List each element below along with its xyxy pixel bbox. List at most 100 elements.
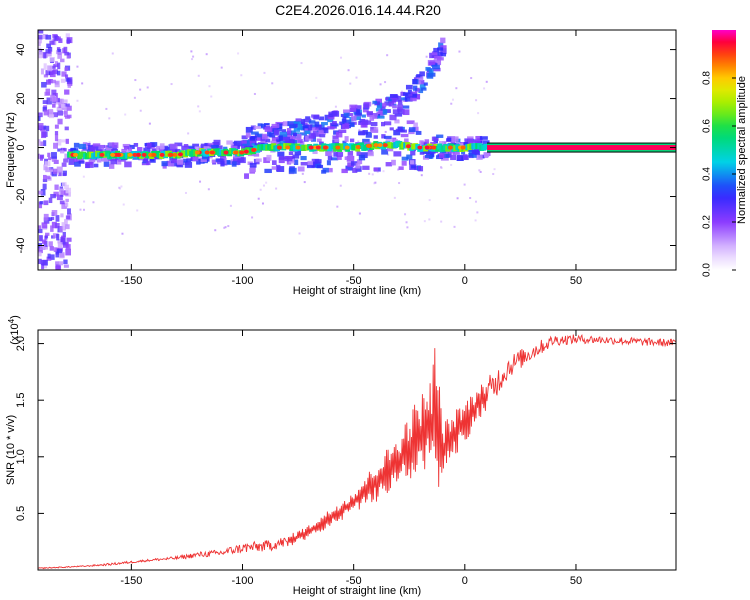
halo-cell xyxy=(78,143,86,150)
branch-cell xyxy=(379,102,387,108)
branch-cell xyxy=(431,51,438,56)
branch-cell xyxy=(269,132,276,138)
halo-cell xyxy=(183,144,189,148)
branch-cell xyxy=(303,118,312,123)
noise-cell xyxy=(43,52,47,59)
ridge-peak xyxy=(141,152,147,157)
speckle-cell xyxy=(474,219,477,222)
halo-cell xyxy=(421,142,427,148)
branch-cell xyxy=(249,136,256,141)
noise-cell xyxy=(39,155,44,161)
halo-cell xyxy=(300,161,308,166)
halo-cell xyxy=(436,134,444,138)
branch-cell xyxy=(426,72,434,79)
halo-cell xyxy=(220,155,227,160)
branch-cell xyxy=(400,91,406,96)
speckle-cell xyxy=(265,181,268,184)
noise-cell xyxy=(38,139,41,143)
spectrogram-frame xyxy=(37,29,677,271)
branch-cell xyxy=(384,101,392,106)
noise-cell xyxy=(52,103,56,108)
branch-cell xyxy=(388,101,395,107)
halo-cell xyxy=(254,125,261,129)
speckle-cell xyxy=(406,226,409,229)
noise-cell xyxy=(45,232,50,236)
speckle-cell xyxy=(263,71,266,74)
halo-cell xyxy=(422,149,430,154)
halo-cell xyxy=(344,156,350,160)
halo-cell xyxy=(391,159,396,166)
halo-cell xyxy=(349,138,355,143)
halo-cell xyxy=(355,166,362,172)
noise-cell xyxy=(62,172,66,177)
noise-cell xyxy=(39,141,44,147)
halo-cell xyxy=(149,158,156,163)
noise-cell xyxy=(58,98,64,105)
noise-cell xyxy=(38,142,41,146)
ridge-peak xyxy=(251,148,257,153)
speckle-cell xyxy=(76,99,79,102)
speckle-cell xyxy=(146,86,149,89)
speckle-cell xyxy=(133,96,136,99)
branch-cell xyxy=(307,124,313,131)
halo-cell xyxy=(271,166,277,170)
noise-cell xyxy=(48,78,53,84)
branch-cell xyxy=(314,121,320,127)
speckle-cell xyxy=(124,113,127,116)
noise-cell xyxy=(38,123,44,130)
branch-cell xyxy=(392,109,400,115)
speckle-cell xyxy=(271,82,274,85)
noise-cell xyxy=(45,34,52,40)
speckle-cell xyxy=(456,197,459,200)
noise-cell xyxy=(61,71,67,77)
speckle-cell xyxy=(134,79,137,82)
halo-cell xyxy=(384,135,392,139)
halo-cell xyxy=(253,153,260,157)
speckle-cell xyxy=(420,174,423,177)
speckle-cell xyxy=(237,52,240,55)
speckle-cell xyxy=(81,149,84,152)
halo-cell xyxy=(194,146,201,151)
speckle-cell xyxy=(88,141,91,144)
halo-cell xyxy=(467,138,474,144)
speckle-cell xyxy=(108,117,111,120)
halo-cell xyxy=(350,161,358,166)
noise-cell xyxy=(44,245,48,250)
y-tick-label: 0.5 xyxy=(15,506,27,521)
halo-cell xyxy=(482,140,490,146)
ridge-peak xyxy=(172,152,178,157)
branch-cell xyxy=(389,94,398,98)
noise-cell xyxy=(65,138,69,144)
branch-cell xyxy=(366,111,373,116)
halo-cell xyxy=(336,155,342,160)
halo-cell xyxy=(141,162,149,166)
branch-cell xyxy=(351,115,357,122)
halo-cell xyxy=(249,166,256,173)
speckle-cell xyxy=(393,196,396,199)
noise-cell xyxy=(38,153,40,159)
branch-cell xyxy=(398,99,403,105)
halo-cell xyxy=(213,139,221,146)
branch-cell xyxy=(260,139,267,143)
speckle-cell xyxy=(227,225,230,228)
speckle-cell xyxy=(384,130,387,133)
noise-cell xyxy=(57,51,63,59)
halo-cell xyxy=(292,154,300,159)
noise-cell xyxy=(60,78,66,83)
y-tick-label: -40 xyxy=(15,238,27,254)
branch-cell xyxy=(265,138,271,143)
speckle-cell xyxy=(223,226,226,229)
speckle-cell xyxy=(139,109,142,112)
ridge-peak xyxy=(177,152,183,157)
colorbar-tick-label: 0.6 xyxy=(702,119,713,133)
noise-cell xyxy=(55,215,60,222)
branch-cell xyxy=(331,121,337,125)
noise-cell xyxy=(47,152,51,158)
halo-cell xyxy=(365,131,372,138)
halo-cell xyxy=(293,159,299,165)
speckle-cell xyxy=(397,168,400,171)
noise-cell xyxy=(56,70,61,76)
branch-cell xyxy=(241,135,248,140)
speckle-cell xyxy=(187,132,190,135)
branch-cell xyxy=(257,133,263,138)
